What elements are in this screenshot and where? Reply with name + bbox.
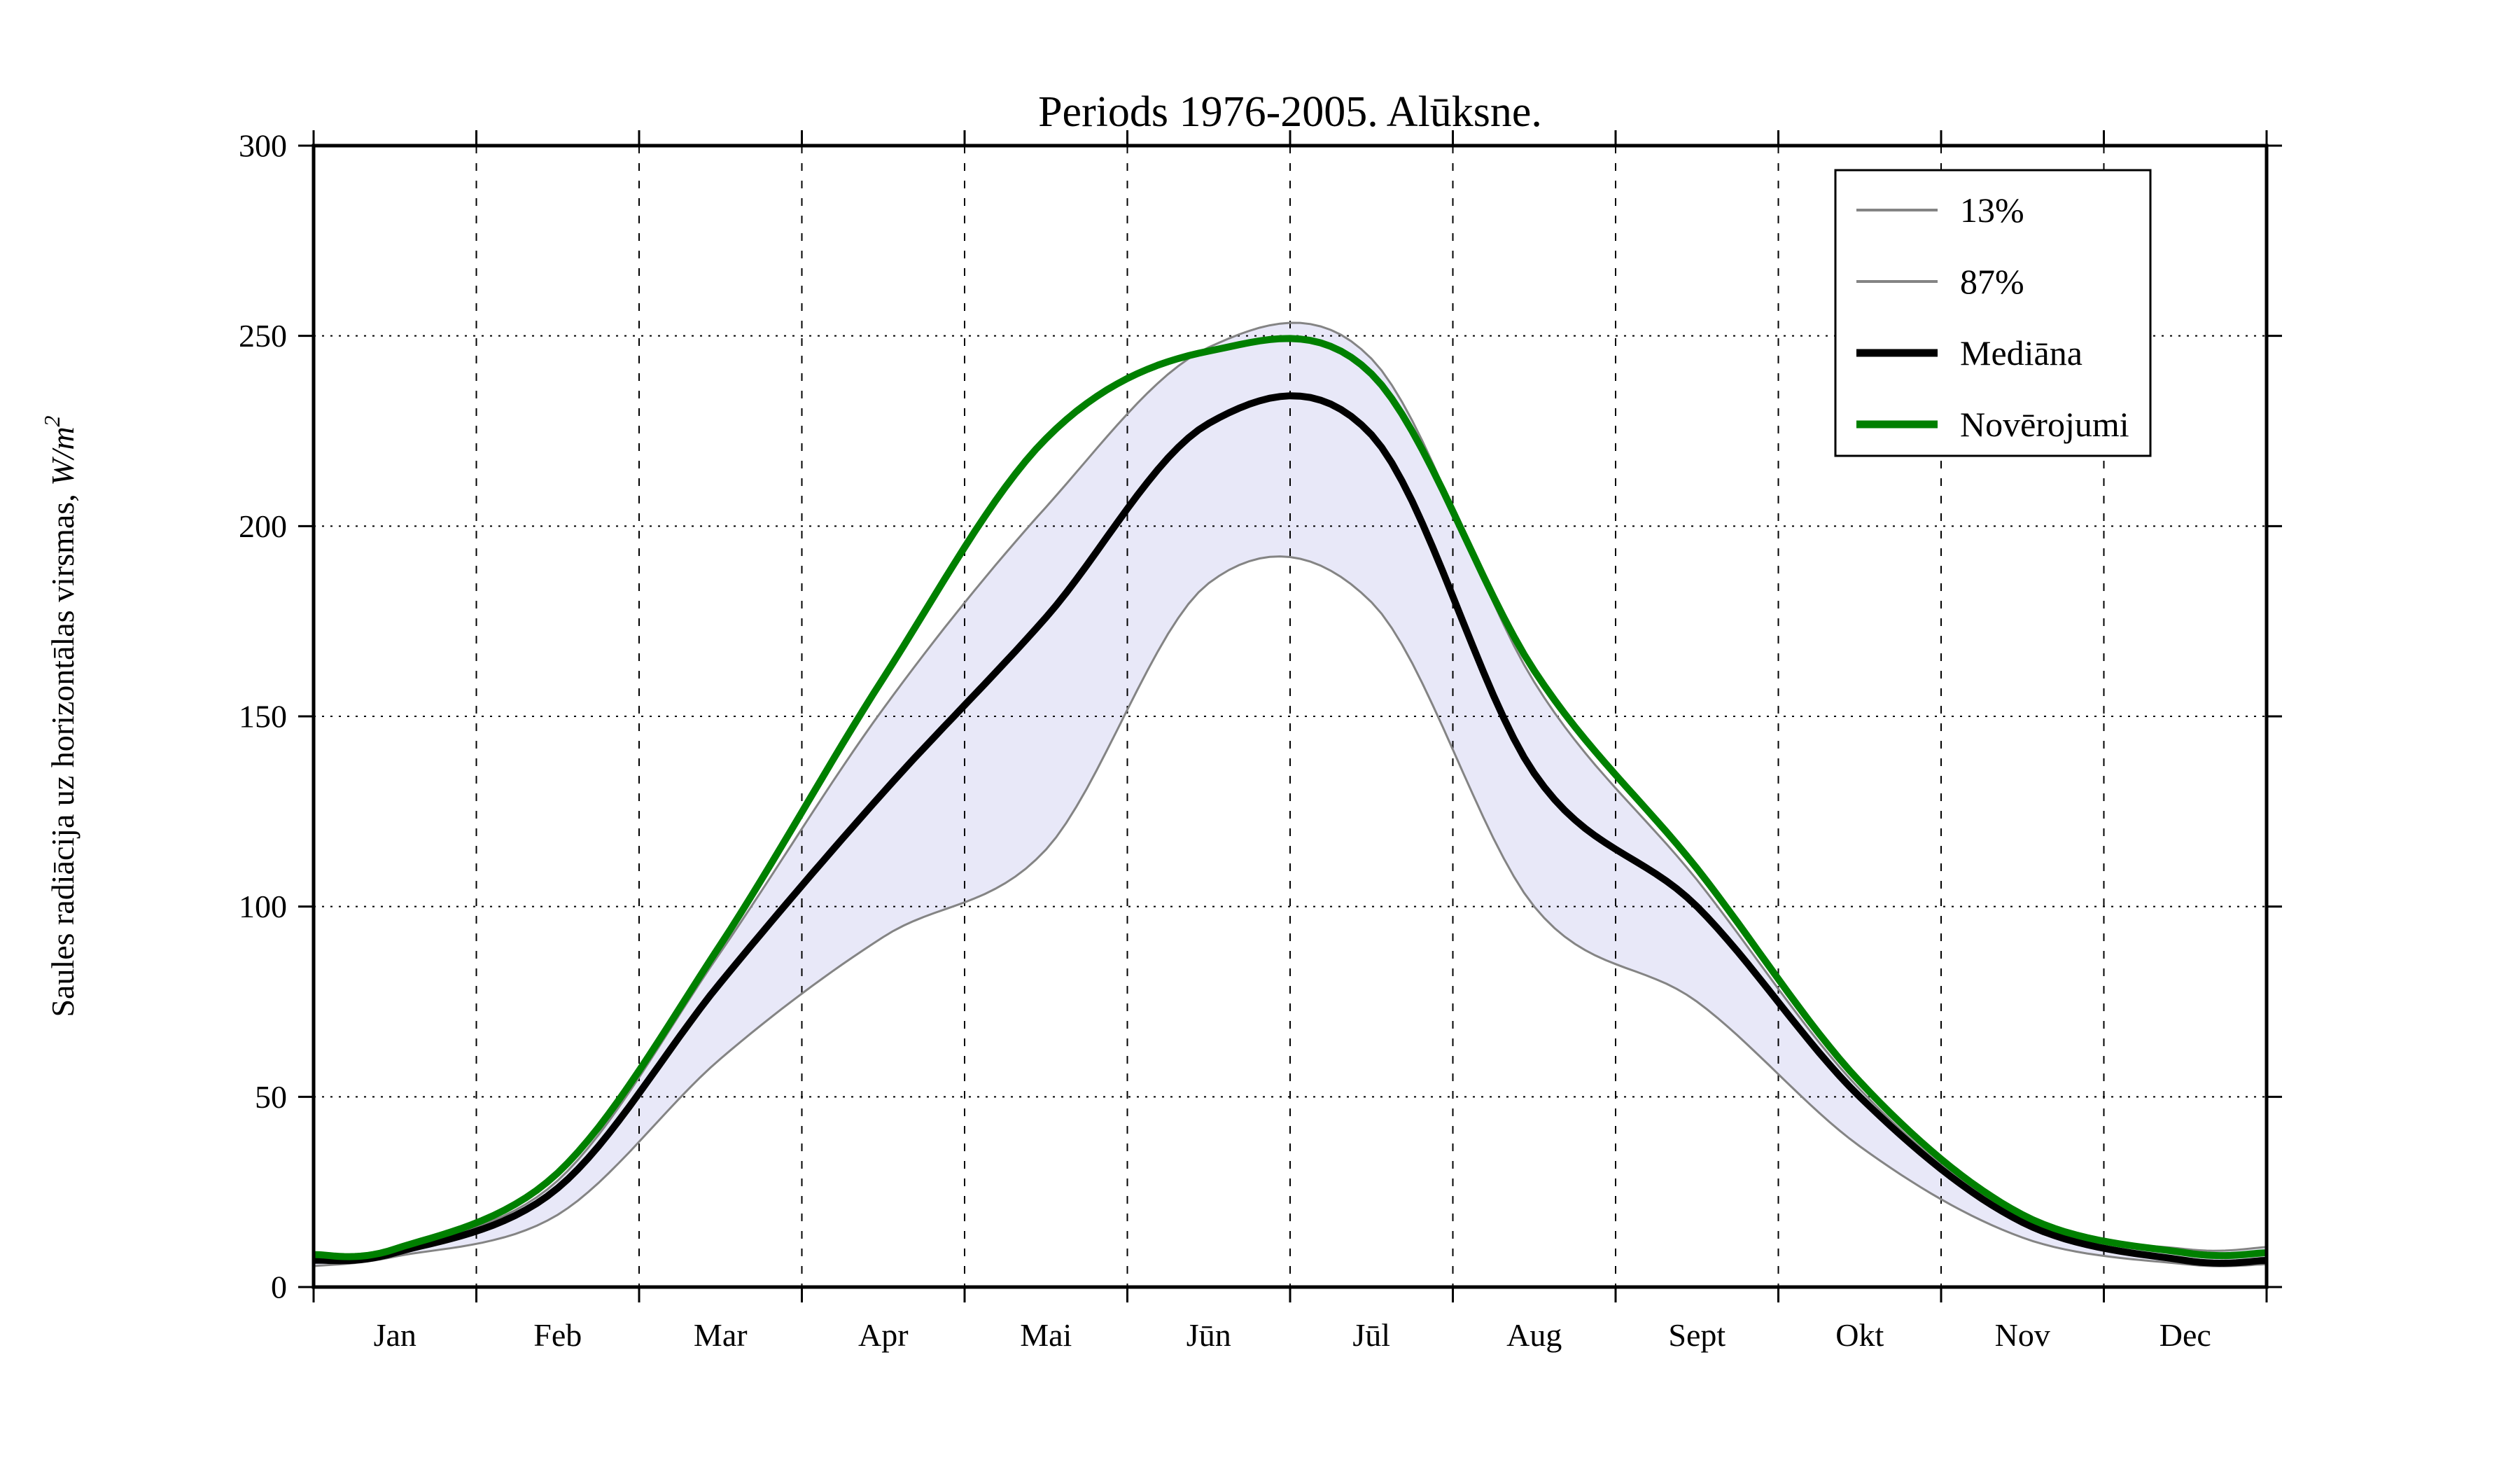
- x-tick-label-1: Feb: [533, 1317, 582, 1353]
- y-tick-label-250: 250: [239, 318, 287, 354]
- y-tick-label-300: 300: [239, 128, 287, 164]
- legend-label-0: 13%: [1960, 190, 2024, 230]
- legend: 13% 87% Mediāna Novērojumi: [1834, 169, 2152, 457]
- y-tick-label-50: 50: [255, 1079, 287, 1115]
- curve-noverojumi: [314, 335, 2267, 1260]
- y-tick-label-0: 0: [271, 1270, 287, 1305]
- percentile-band: [314, 323, 2267, 1267]
- curve-mediana: [314, 392, 2267, 1267]
- legend-label-1: 87%: [1960, 262, 2024, 301]
- chart-title: Periods 1976-2005. Alūksne.: [1038, 88, 1542, 136]
- x-tick-label-8: Sept: [1668, 1317, 1726, 1353]
- y-tick-label-150: 150: [239, 699, 287, 735]
- x-tick-label-6: Jūl: [1352, 1317, 1390, 1353]
- axes-frame-layer: [298, 130, 2282, 1302]
- x-tick-label-4: Mai: [1020, 1317, 1072, 1353]
- x-tick-label-10: Nov: [1995, 1317, 2050, 1353]
- legend-label-2: Mediāna: [1960, 333, 2082, 373]
- tick-label-layer: 0 50 100 150 200 250 300 Jan Feb Mar Apr Mai Jūn Jūl A…: [239, 128, 2211, 1354]
- x-tick-label-7: Aug: [1506, 1317, 1562, 1353]
- legend-label-3: Novērojumi: [1960, 405, 2129, 444]
- y-axis-label-text: Saules radiācija uz horizontālas virsmas…: [45, 486, 80, 1017]
- curve-87-percentile: [314, 555, 2267, 1267]
- x-tick-label-3: Apr: [858, 1317, 909, 1353]
- x-tick-label-0: Jan: [374, 1317, 416, 1353]
- x-tick-label-9: Okt: [1835, 1317, 1884, 1353]
- curve-layer: [314, 321, 2267, 1267]
- y-axis-label-math: W/m: [45, 426, 80, 485]
- y-tick-label-100: 100: [239, 889, 287, 924]
- x-tick-label-2: Mar: [694, 1317, 748, 1353]
- y-tick-label-200: 200: [239, 508, 287, 544]
- legend-box: [1834, 169, 2152, 457]
- x-tick-label-11: Dec: [2160, 1317, 2211, 1353]
- percentile-band-layer: [314, 323, 2267, 1267]
- y-axis-label: Saules radiācija uz horizontālas virsmas…: [39, 415, 80, 1017]
- y-axis-label-exponent: 2: [39, 415, 64, 426]
- x-tick-label-5: Jūn: [1186, 1317, 1231, 1353]
